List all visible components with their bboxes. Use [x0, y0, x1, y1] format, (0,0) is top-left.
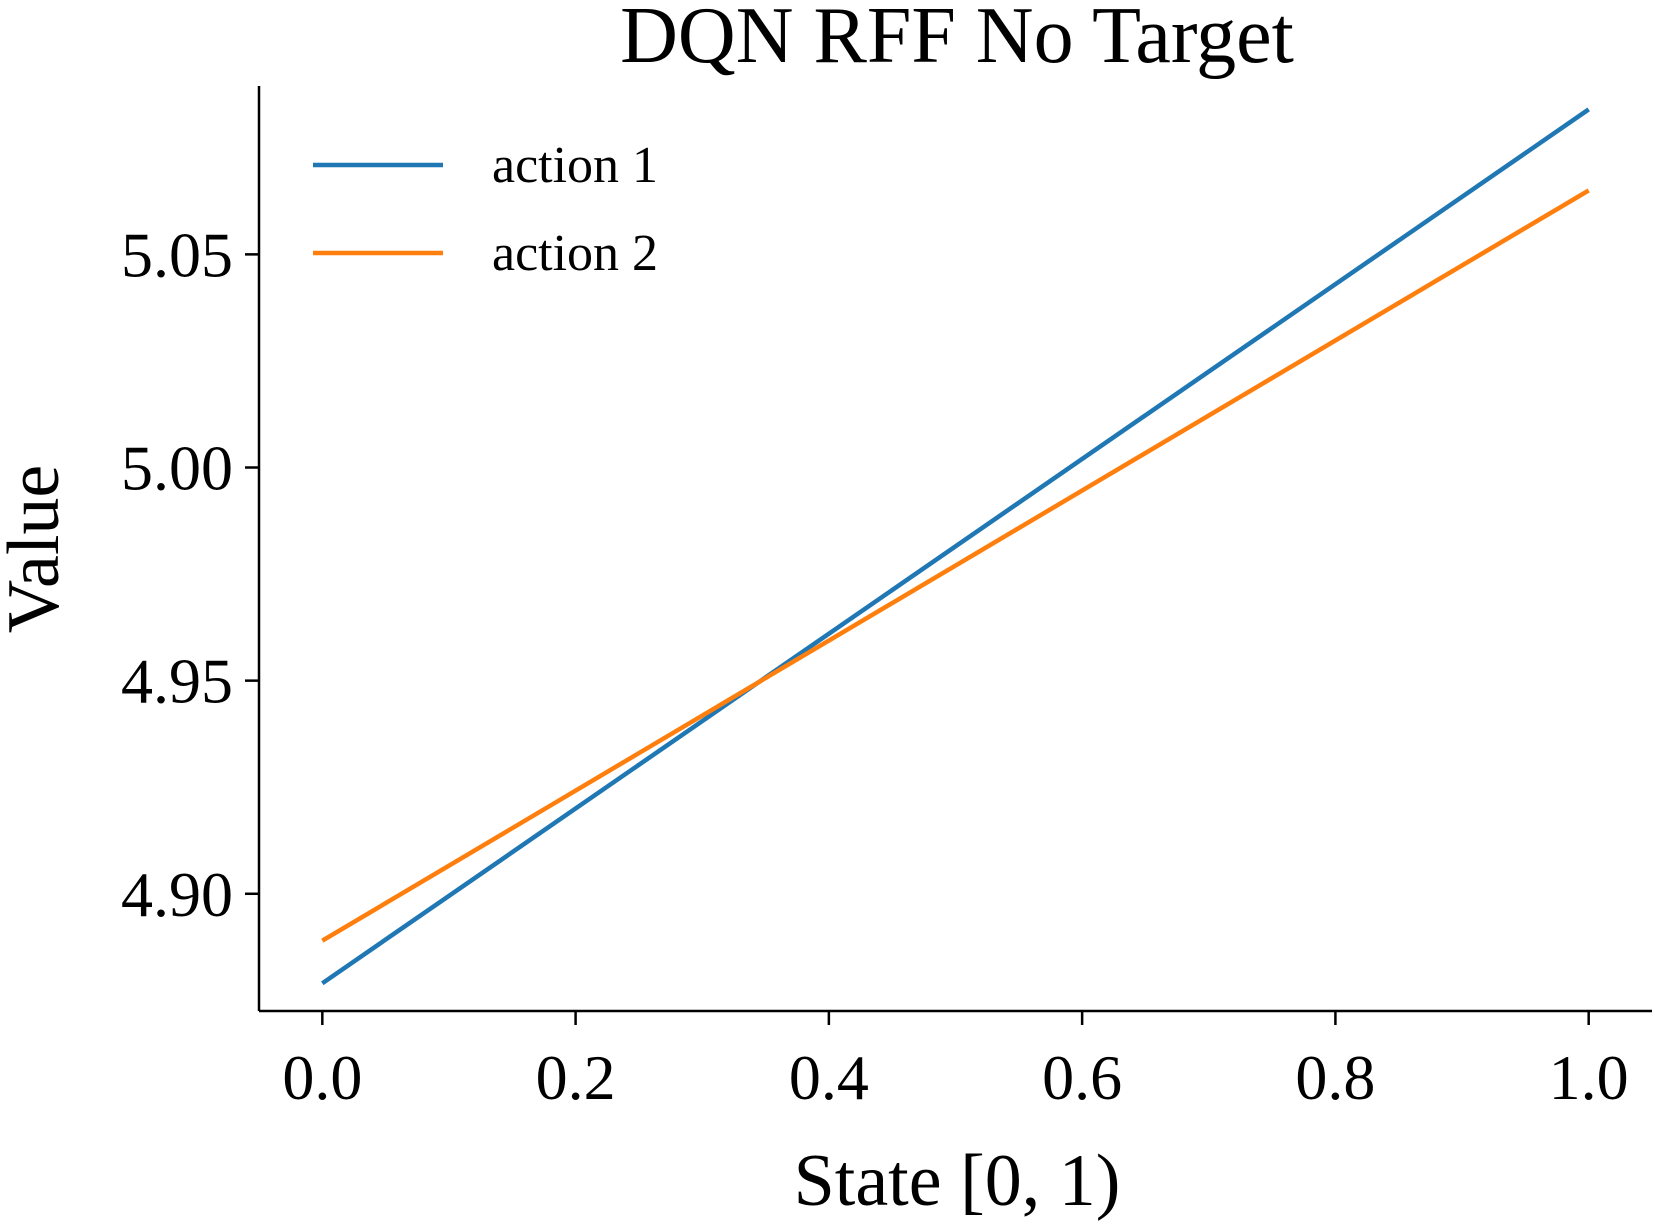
y-tick-label: 5.00: [121, 433, 233, 504]
plot-area: 0.0 0.2 0.4 0.6 0.8 1.0 4.90 4.95 5.00 5.05: [121, 86, 1652, 1113]
legend-label-action-1: action 1: [492, 137, 658, 194]
x-tick-label: 1.0: [1549, 1042, 1629, 1113]
x-tick-label: 0.8: [1295, 1042, 1375, 1113]
y-axis-label: Value: [0, 465, 75, 634]
x-tick-label: 0.2: [536, 1042, 616, 1113]
x-tick-label: 0.0: [282, 1042, 362, 1113]
y-tick-label: 5.05: [121, 219, 233, 290]
y-axis-ticks: 4.90 4.95 5.00 5.05: [121, 219, 259, 930]
x-axis-label: State [0, 1): [794, 1140, 1121, 1222]
legend: action 1 action 2: [313, 137, 658, 282]
series-line-action-2: [321, 188, 1590, 943]
y-tick-label: 4.90: [121, 859, 233, 930]
chart-title: DQN RFF No Target: [620, 0, 1294, 80]
y-tick-label: 4.95: [121, 646, 233, 717]
series-layer: [321, 107, 1590, 986]
x-tick-label: 0.4: [789, 1042, 869, 1113]
x-tick-label: 0.6: [1042, 1042, 1122, 1113]
series-line-action-1: [321, 107, 1590, 986]
legend-label-action-2: action 2: [492, 225, 658, 282]
x-axis-ticks: 0.0 0.2 0.4 0.6 0.8 1.0: [282, 1011, 1629, 1113]
